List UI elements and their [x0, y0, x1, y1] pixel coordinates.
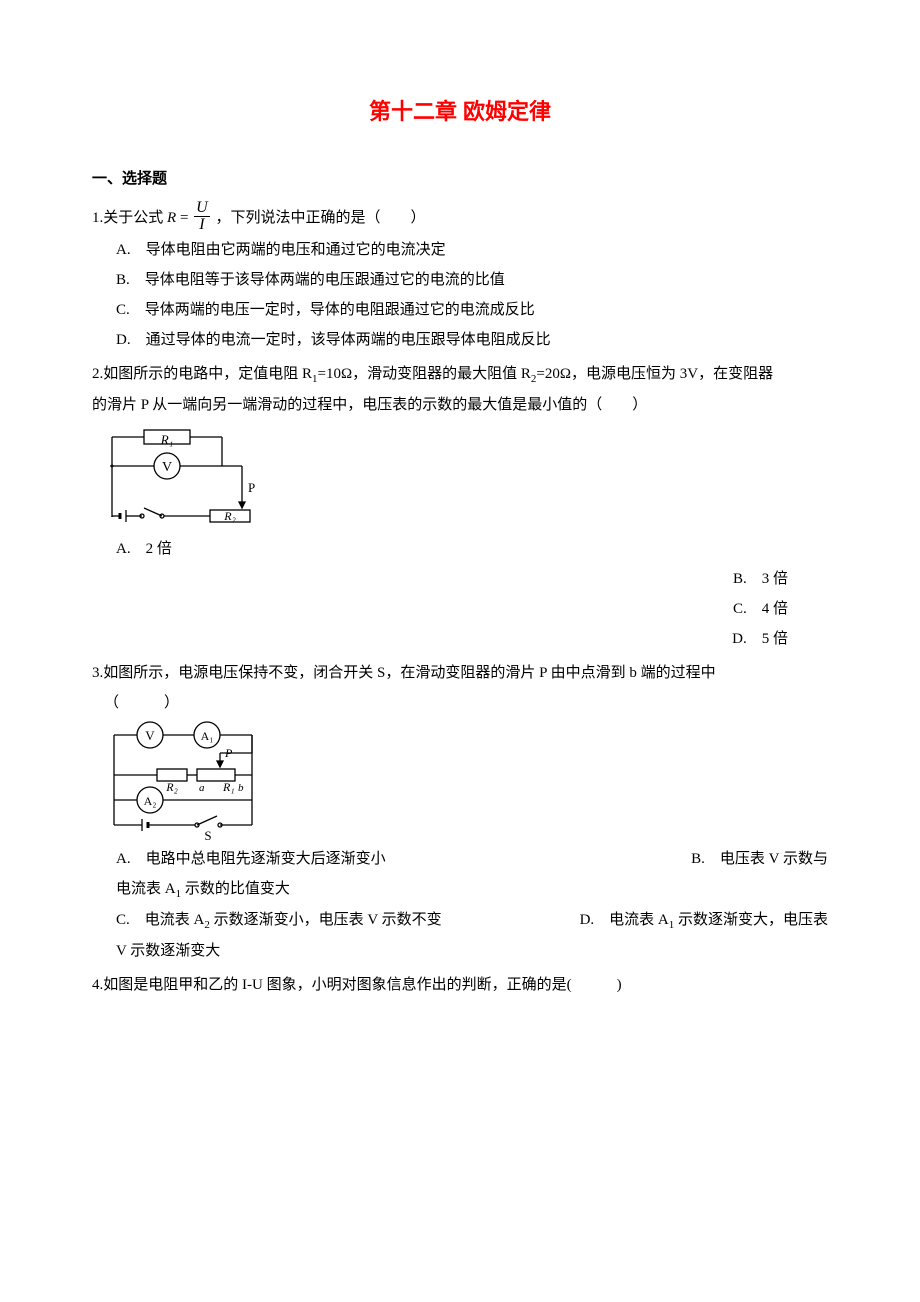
- q3-label-a2: A₂: [144, 794, 157, 808]
- q3-d-a: D. 电流表 A: [580, 912, 669, 928]
- q2-label-v: V: [162, 460, 172, 475]
- q2-label-r1: R₁: [160, 432, 173, 447]
- q3-label-a1: A₁: [201, 729, 214, 743]
- question-2: 2.如图所示的电路中，定值电阻 R1=10Ω，滑动变阻器的最大阻值 R2=20Ω…: [92, 359, 828, 654]
- q3-label-b: b: [238, 782, 244, 794]
- q1-stem-before: 1.关于公式: [92, 210, 167, 226]
- q1-frac-den: I: [194, 217, 210, 233]
- q2-label-r2: R₂: [223, 509, 236, 523]
- q2-stem-c: =10Ω，滑动变阻器的最大阻值 R: [318, 366, 531, 382]
- q2-stem-e: =20Ω，电源电压恒为 3V，在变阻器: [536, 366, 773, 382]
- q3-c-c: 示数逐渐变小，电压表 V 示数不变: [210, 912, 442, 928]
- q3-stem-l2: （ ）: [92, 688, 828, 718]
- q3-circuit-diagram: V A₁ A₂ R₂ R₁ a b P S: [102, 720, 267, 842]
- question-1: 1.关于公式 R = U I ，下列说法中正确的是（ ） A. 导体电阻由它两端…: [92, 202, 828, 355]
- q3-label-r1: R₁: [222, 780, 235, 794]
- q2-stem-l2: 的滑片 P 从一端向另一端滑动的过程中，电压表的示数的最大值是最小值的（ ）: [92, 390, 828, 420]
- q2-stem: 2.如图所示的电路中，定值电阻 R1=10Ω，滑动变阻器的最大阻值 R2=20Ω…: [92, 359, 828, 390]
- q2-option-c: C. 4 倍: [92, 594, 788, 624]
- q3-option-d-cont: V 示数逐渐变大: [92, 936, 828, 966]
- q3-label-p: P: [224, 746, 233, 760]
- q3-option-b-cont-a: 电流表 A: [116, 881, 176, 897]
- q2-circuit-diagram: R₁ V P R₂: [102, 422, 262, 532]
- q2-stem-a: 2.如图所示的电路中，定值电阻 R: [92, 366, 312, 382]
- q1-stem: 1.关于公式 R = U I ，下列说法中正确的是（ ）: [92, 202, 828, 235]
- q1-formula-lhs: R: [167, 210, 176, 226]
- q1-formula-eq: =: [180, 210, 192, 226]
- q1-option-d: D. 通过导体的电流一定时，该导体两端的电压跟导体电阻成反比: [116, 325, 828, 355]
- q1-option-c: C. 导体两端的电压一定时，导体的电阻跟通过它的电流成反比: [116, 295, 828, 325]
- q3-option-c: C. 电流表 A2 示数逐渐变小，电压表 V 示数不变: [116, 905, 580, 936]
- q3-label-a: a: [199, 782, 205, 794]
- q2-option-b: B. 3 倍: [92, 564, 788, 594]
- q3-label-s: S: [204, 828, 211, 842]
- question-4: 4.如图是电阻甲和乙的 I-U 图象，小明对图象信息作出的判断，正确的是( ): [92, 970, 828, 1000]
- q1-option-a: A. 导体电阻由它两端的电压和通过它的电流决定: [116, 235, 828, 265]
- q2-option-a: A. 2 倍: [116, 534, 828, 564]
- q1-frac-num: U: [194, 200, 210, 217]
- q3-d-c: 示数逐渐变大，电压表: [674, 912, 828, 928]
- q1-option-b: B. 导体电阻等于该导体两端的电压跟通过它的电流的比值: [116, 265, 828, 295]
- q3-option-a: A. 电路中总电阻先逐渐变大后逐渐变小: [116, 844, 691, 874]
- q3-stem-l1: 3.如图所示，电源电压保持不变，闭合开关 S，在滑动变阻器的滑片 P 由中点滑到…: [92, 658, 828, 688]
- q2-option-d: D. 5 倍: [92, 624, 788, 654]
- q3-option-d-prefix: D. 电流表 A1 示数逐渐变大，电压表: [580, 905, 828, 936]
- q3-option-b-cont-tail: 示数的比值变大: [181, 881, 290, 897]
- q3-label-v: V: [145, 728, 155, 743]
- q3-c-a: C. 电流表 A: [116, 912, 204, 928]
- q1-fraction: U I: [194, 200, 210, 233]
- question-3: 3.如图所示，电源电压保持不变，闭合开关 S，在滑动变阻器的滑片 P 由中点滑到…: [92, 658, 828, 966]
- q3-option-b-prefix: B. 电压表 V 示数与: [691, 844, 828, 874]
- q3-label-r2: R₂: [165, 780, 178, 794]
- q1-stem-after: ，下列说法中正确的是（ ）: [215, 210, 425, 226]
- q2-label-p: P: [248, 480, 255, 495]
- section-title-1: 一、选择题: [92, 164, 828, 194]
- chapter-title: 第十二章 欧姆定律: [92, 90, 828, 134]
- q4-stem: 4.如图是电阻甲和乙的 I-U 图象，小明对图象信息作出的判断，正确的是( ): [92, 970, 828, 1000]
